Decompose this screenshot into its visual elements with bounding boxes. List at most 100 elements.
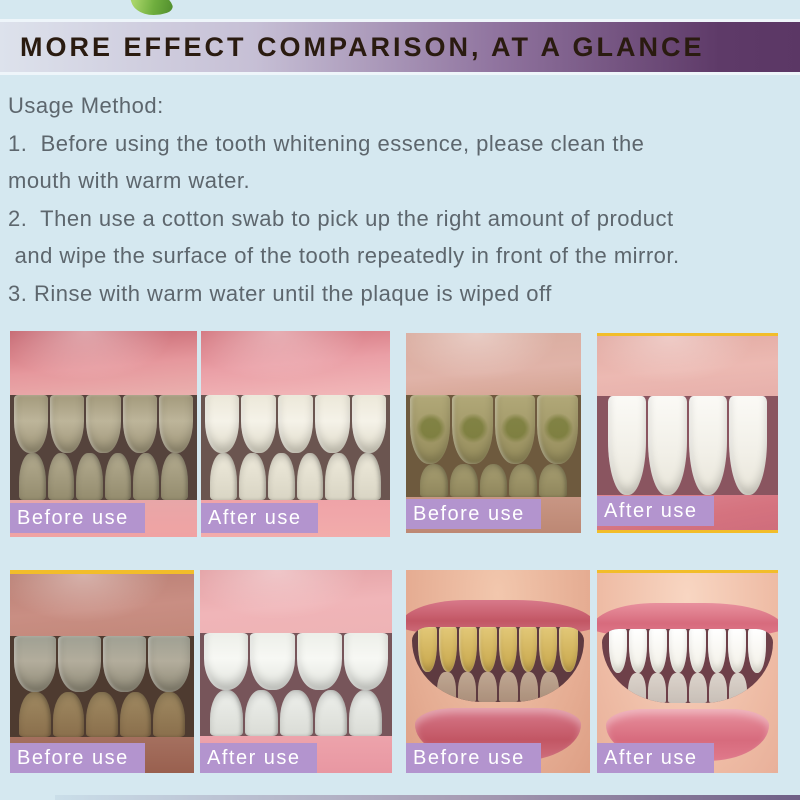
tooth-shape (437, 671, 456, 702)
tooth-shape (209, 689, 243, 737)
tooth-shape (494, 395, 535, 465)
tooth-shape (250, 632, 296, 690)
tooth-shape (349, 689, 383, 737)
tooth-shape (627, 673, 647, 703)
before-photo-top-left: Before use (10, 331, 197, 537)
tooth-shape (728, 396, 768, 496)
tooth-shape (478, 671, 497, 702)
tooth-shape (509, 464, 538, 497)
gum-area (406, 333, 581, 395)
tooth-shape (343, 632, 389, 690)
tooth-shape (241, 394, 277, 453)
teeth-upper-row (10, 394, 197, 453)
tooth-shape (104, 452, 131, 500)
teeth-lower-row (201, 452, 390, 500)
tooth-shape (119, 691, 152, 738)
tooth-shape (267, 452, 295, 500)
tooth-shape (210, 452, 238, 500)
tooth-shape (728, 629, 747, 674)
before-photo-top-right: Before use (406, 333, 581, 533)
mouth-area (10, 635, 194, 738)
tooth-shape (244, 689, 278, 737)
tooth-shape (539, 464, 567, 497)
leaf-icon (129, 0, 175, 23)
tooth-shape (13, 394, 49, 453)
after-use-label: After use (597, 496, 714, 526)
page-title: MORE EFFECT COMPARISON, AT A GLANCE (20, 31, 705, 62)
tooth-shape (47, 452, 75, 500)
tooth-shape (325, 452, 352, 500)
before-use-label: Before use (406, 499, 541, 529)
tooth-shape (278, 394, 313, 453)
usage-step-line: and wipe the surface of the tooth repeat… (8, 243, 680, 268)
tooth-shape (296, 452, 324, 500)
after-photo-bottom-left: After use (200, 570, 392, 773)
after-use-label: After use (597, 743, 714, 773)
tooth-shape (103, 635, 146, 692)
teeth-upper-row (597, 396, 778, 496)
teeth-lower-row (602, 673, 772, 703)
teeth-upper-row (10, 635, 194, 692)
tooth-shape (559, 626, 578, 672)
tooth-shape (457, 671, 477, 702)
bottom-banner-edge (55, 795, 800, 800)
tooth-shape (668, 629, 687, 674)
tooth-shape (452, 395, 493, 465)
tooth-shape (58, 635, 102, 692)
before-photo-bottom-left: Before use (10, 570, 194, 773)
tooth-shape (86, 691, 118, 738)
gum-area (10, 331, 197, 395)
before-use-label: Before use (10, 503, 145, 533)
mouth-area (10, 394, 197, 500)
teeth-lower-row (200, 689, 392, 737)
tooth-shape (204, 394, 240, 453)
mouth-area (201, 394, 390, 500)
usage-step-line: 1. Before using the tooth whitening esse… (8, 130, 645, 156)
mouth-area (602, 629, 773, 703)
tooth-shape (153, 691, 185, 738)
before-use-label: Before use (406, 743, 541, 773)
tooth-shape (629, 629, 647, 674)
usage-step-line: 2. Then use a cotton swab to pick up the… (8, 205, 674, 231)
tooth-shape (203, 632, 249, 690)
tooth-shape (297, 632, 342, 690)
tooth-shape (478, 626, 497, 672)
tooth-shape (607, 396, 647, 496)
header-banner: MORE EFFECT COMPARISON, AT A GLANCE (0, 22, 800, 72)
tooth-shape (86, 394, 121, 453)
tooth-shape (708, 629, 727, 674)
teeth-upper-row (602, 629, 772, 674)
teeth-lower-row (10, 452, 197, 500)
tooth-shape (539, 626, 558, 672)
tooth-shape (519, 626, 538, 672)
usage-step-line: 3. Rinse with warm water until the plaqu… (8, 280, 552, 306)
mouth-area (411, 626, 585, 702)
tooth-shape (351, 394, 387, 453)
tooth-shape (420, 464, 448, 497)
tooth-shape (479, 464, 508, 497)
teeth-lower-row (10, 691, 194, 738)
gum-area (201, 331, 390, 395)
tooth-shape (537, 395, 578, 465)
tooth-shape (668, 673, 687, 703)
tooth-shape (449, 464, 478, 497)
tooth-shape (688, 629, 707, 674)
tooth-shape (688, 396, 727, 496)
tooth-shape (161, 452, 188, 500)
usage-step-line: mouth with warm water. (8, 168, 251, 193)
gum-area (10, 574, 194, 636)
tooth-shape (648, 629, 667, 674)
after-photo-top-left: After use (201, 331, 390, 537)
teeth-upper-row (406, 395, 581, 465)
tooth-shape (648, 673, 667, 703)
tooth-shape (438, 626, 457, 672)
before-use-label: Before use (10, 743, 145, 773)
tooth-shape (708, 673, 727, 703)
tooth-shape (13, 635, 57, 692)
teeth-lower-row (406, 464, 581, 497)
tooth-shape (648, 396, 687, 496)
tooth-shape (748, 629, 766, 674)
tooth-shape (279, 689, 313, 737)
tooth-shape (519, 671, 539, 702)
